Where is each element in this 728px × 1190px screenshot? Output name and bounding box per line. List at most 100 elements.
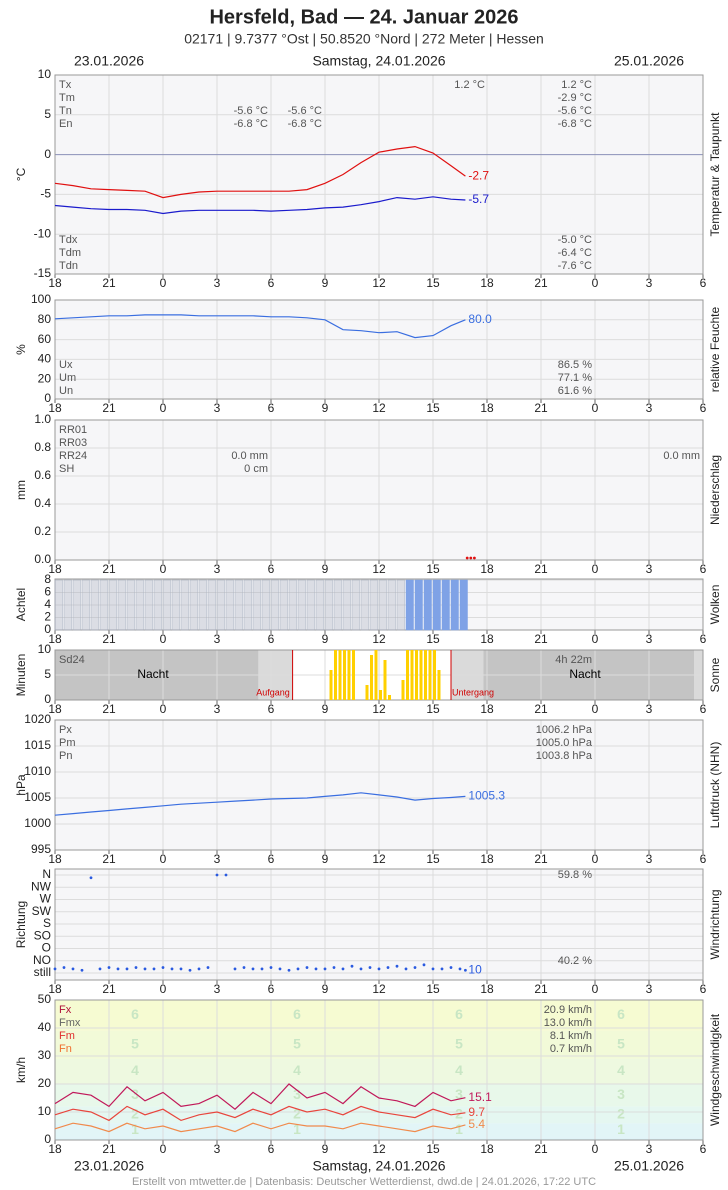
x-tick-label: 21 (534, 276, 548, 290)
x-tick-label: 0 (160, 852, 167, 866)
x-tick-label: 15 (426, 1142, 440, 1156)
stat-label: Ux (59, 359, 73, 371)
point (179, 967, 183, 971)
bar (216, 579, 225, 631)
y-tick-label: 1000 (24, 816, 51, 830)
y-axis-label: Achtel (14, 588, 28, 621)
point (98, 967, 102, 971)
x-tick-label: 3 (646, 276, 653, 290)
x-tick-label: 9 (322, 562, 329, 576)
y-tick-label: 10 (38, 67, 52, 81)
y-tick-label: 0 (44, 1132, 51, 1146)
stat-value: 1.2 °C (454, 79, 485, 91)
point (469, 556, 473, 560)
x-tick-label: 21 (102, 1142, 116, 1156)
point (473, 556, 476, 560)
bar (419, 650, 423, 700)
point (71, 967, 75, 971)
y-tick-label: 0 (44, 147, 51, 161)
series-line (54, 1083, 466, 1110)
bar (189, 579, 198, 631)
x-tick-label: 3 (214, 401, 221, 415)
annotation: Nacht (137, 667, 169, 681)
panel-title: Luftdruck (NHN) (708, 742, 722, 829)
bar (252, 579, 261, 631)
stat-value: -6.8 °C (288, 118, 322, 130)
y-tick-label: 8 (44, 572, 51, 586)
x-tick-label: 6 (268, 982, 275, 996)
x-tick-label: 18 (480, 852, 494, 866)
bar (99, 579, 108, 631)
bar (415, 650, 418, 700)
x-tick-label: 0 (160, 702, 167, 716)
beaufort-label: 6 (131, 1006, 139, 1022)
x-tick-label: 6 (268, 276, 275, 290)
x-tick-label: 12 (372, 632, 386, 646)
stat-value: 1005.0 hPa (536, 737, 593, 749)
x-tick-label: 18 (48, 852, 62, 866)
x-tick-label: 18 (48, 276, 62, 290)
y-tick-label: 20 (38, 1076, 52, 1090)
x-tick-label: 9 (322, 401, 329, 415)
beaufort-label: 1 (617, 1121, 625, 1137)
beaufort-label: 4 (293, 1062, 301, 1078)
date: 25.01.2026 (614, 1158, 684, 1174)
point (116, 967, 120, 971)
stat-label: Tx (59, 79, 72, 91)
plot-frame (54, 74, 704, 275)
bar (401, 680, 405, 700)
bar (306, 579, 315, 631)
x-tick-label: 0 (160, 276, 167, 290)
bar (410, 650, 414, 700)
point (341, 967, 345, 971)
point (80, 968, 84, 972)
beaufort-label: 1 (131, 1121, 139, 1137)
bar (333, 579, 342, 631)
point (224, 873, 228, 877)
stat-value: 13.0 km/h (544, 1017, 592, 1029)
bar (351, 579, 360, 631)
x-tick-label: 6 (700, 1142, 707, 1156)
y-tick-label: 10 (38, 642, 52, 656)
x-tick-label: 6 (700, 562, 707, 576)
x-tick-label: 12 (372, 562, 386, 576)
y-tick-label: 0.2 (34, 524, 51, 538)
x-tick-label: 15 (426, 982, 440, 996)
x-tick-label: 15 (426, 702, 440, 716)
x-tick-label: 18 (480, 276, 494, 290)
x-tick-label: 3 (646, 562, 653, 576)
stat-value: 4h 22m (555, 654, 592, 666)
x-tick-label: 18 (48, 401, 62, 415)
end-label: 15.1 (468, 1090, 492, 1104)
bar (279, 579, 288, 631)
point (296, 967, 300, 971)
plot-frame (54, 719, 704, 851)
bar (352, 650, 355, 700)
x-tick-label: 6 (268, 702, 275, 716)
y-tick-label: 30 (38, 1048, 52, 1062)
bar (198, 579, 207, 631)
point (440, 967, 444, 971)
stat-label: RR01 (59, 424, 87, 436)
beaufort-label: 5 (617, 1036, 625, 1052)
point (359, 967, 363, 971)
y-axis-label: Minuten (14, 654, 28, 697)
beaufort-label: 4 (131, 1062, 139, 1078)
y-tick-label: -10 (34, 226, 52, 240)
y-tick-label: NO (33, 953, 51, 967)
x-tick-label: 18 (480, 982, 494, 996)
bar (225, 579, 234, 631)
y-tick-label: SW (32, 904, 52, 918)
bar (270, 579, 279, 631)
stat-label: Fn (59, 1043, 72, 1055)
beaufort-label: 2 (293, 1106, 301, 1122)
stat-label: SH (59, 463, 74, 475)
point (305, 966, 309, 969)
bar (433, 650, 436, 700)
y-tick-label: 1020 (24, 712, 51, 726)
bar (387, 579, 396, 631)
y-axis-label: °C (14, 167, 28, 181)
bar (347, 650, 351, 700)
x-tick-label: 21 (534, 982, 548, 996)
y-tick-label: 100 (31, 292, 51, 306)
